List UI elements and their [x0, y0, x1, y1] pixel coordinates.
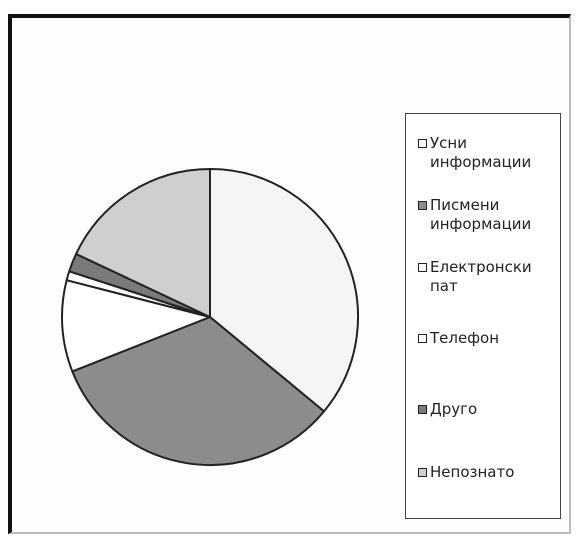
- legend-item-usni-informacii: Усни информации: [418, 134, 558, 172]
- legend-label-usni-informacii: Усни информации: [430, 134, 532, 171]
- legend-item-elektronski-pat: Електронски пат: [418, 258, 558, 296]
- legend-swatch-usni-informacii: [418, 139, 427, 148]
- legend-swatch-nepoznato: [418, 468, 427, 477]
- legend-label-elektronski-pat: Електронски пат: [430, 258, 532, 295]
- pie-slices: [60, 168, 359, 466]
- legend-label-nepoznato: Непознато: [430, 463, 515, 481]
- legend-item-pismeni-informacii: Писмени информации: [418, 196, 558, 234]
- pie-slice-0: [209, 168, 359, 413]
- pie-slice-1: [71, 316, 326, 466]
- legend-swatch-telefon: [418, 334, 427, 343]
- pie-slice-2: [60, 279, 211, 373]
- legend-item-telefon: Телефон: [418, 329, 558, 348]
- legend-swatch-elektronski-pat: [418, 263, 427, 272]
- pie-slice-5: [75, 168, 211, 318]
- chart-legend: Усни информации Писмени информации Елект…: [405, 113, 561, 519]
- legend-label-telefon: Телефон: [430, 329, 500, 347]
- legend-label-pismeni-informacii: Писмени информации: [430, 196, 532, 233]
- legend-label-drugo: Друго: [430, 400, 478, 418]
- legend-swatch-drugo: [418, 405, 427, 414]
- legend-item-nepoznato: Непознато: [418, 463, 558, 482]
- legend-item-drugo: Друго: [418, 400, 558, 419]
- legend-swatch-pismeni-informacii: [418, 201, 427, 210]
